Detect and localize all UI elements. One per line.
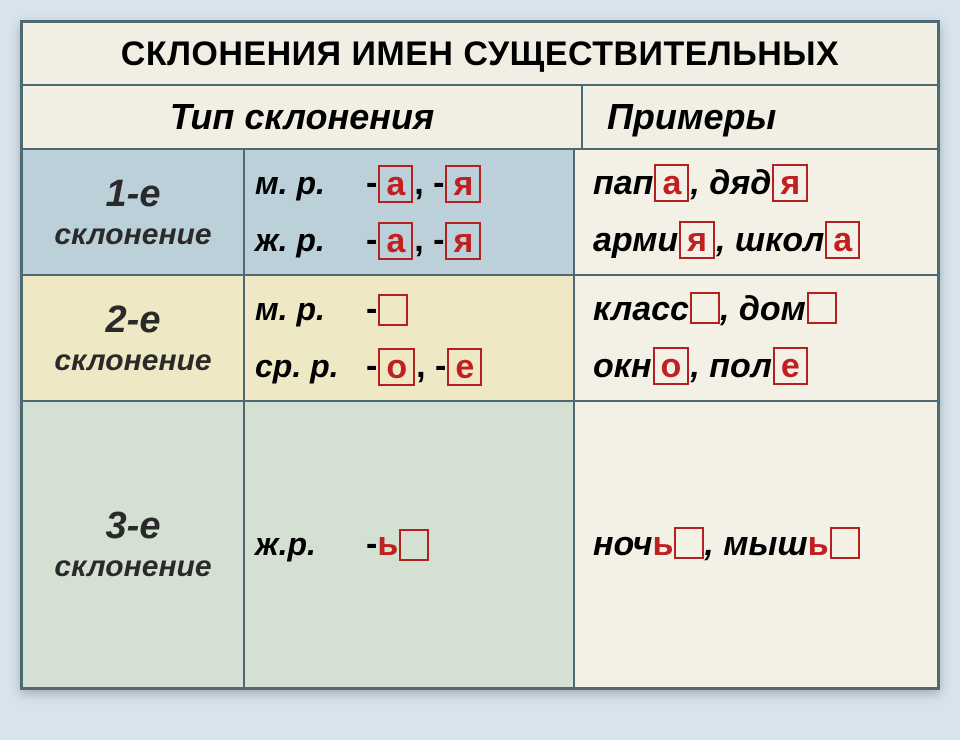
ending-line: ж. р. -а, -я — [255, 221, 563, 260]
zero-ending-box — [807, 292, 837, 324]
zero-ending-box — [830, 527, 860, 559]
example-line: армия, школа — [593, 221, 919, 260]
header-row: Тип склонения Примеры — [23, 86, 937, 150]
example-line: класс, дом — [593, 290, 919, 329]
highlight-ending: я — [445, 222, 481, 260]
endings-cell: м. р.-ср. р.-о, -е — [245, 276, 575, 400]
zero-ending-box — [378, 294, 408, 326]
declension-label: 1-есклонение — [23, 150, 245, 274]
footer-bar — [20, 690, 940, 706]
ending-line: м. р.- — [255, 290, 563, 329]
table-body: 1-есклонением. р.-а, -яж. р.-а, -япапа, … — [23, 150, 937, 687]
declension-word: склонение — [54, 218, 211, 252]
highlight-ending: а — [378, 222, 413, 260]
examples-cell: ночь, мышь — [575, 402, 937, 687]
highlight-ending: а — [654, 164, 689, 202]
example-line: ночь, мышь — [593, 525, 919, 564]
table-row: 1-есклонение м. р. -а, -я ж. р. -а, -я папа, … — [23, 150, 937, 276]
title: СКЛОНЕНИЯ ИМЕН СУЩЕСТВИТЕЛЬНЫХ — [23, 23, 937, 86]
endings: -о, -е — [366, 347, 483, 386]
endings-cell: ж.р. -ь — [245, 402, 575, 687]
highlight-ending: я — [772, 164, 808, 202]
header-examples: Примеры — [583, 86, 937, 150]
highlight-ending: я — [679, 221, 715, 259]
highlight-ending: о — [653, 347, 690, 385]
gender-label: ж.р. — [255, 526, 350, 563]
zero-ending-box — [399, 529, 429, 561]
examples-cell: папа, дядя армия, школа — [575, 150, 937, 274]
endings: - — [366, 290, 408, 329]
declension-number: 2-е — [106, 299, 161, 342]
gender-label: ср. р. — [255, 348, 350, 385]
highlight-ending: е — [773, 347, 808, 385]
card: СКЛОНЕНИЯ ИМЕН СУЩЕСТВИТЕЛЬНЫХ Тип склон… — [20, 20, 940, 690]
declension-word: склонение — [54, 550, 211, 584]
declension-number: 3-е — [106, 505, 161, 548]
ending-line: ж.р. -ь — [255, 525, 563, 564]
declension-word: склонение — [54, 344, 211, 378]
endings: -а, -я — [366, 164, 482, 203]
highlight-ending: а — [378, 165, 413, 203]
examples-cell: класс, дом окно, поле — [575, 276, 937, 400]
endings-cell: м. р. -а, -я ж. р. -а, -я — [245, 150, 575, 274]
gender-label: ж. р. — [255, 222, 350, 259]
ending-line: м. р. -а, -я — [255, 164, 563, 203]
highlight-ending: о — [378, 348, 415, 386]
header-type: Тип склонения — [23, 86, 583, 150]
red-letter: ь — [377, 525, 398, 564]
declension-number: 1-е — [106, 173, 161, 216]
zero-ending-box — [674, 527, 704, 559]
highlight-ending: я — [445, 165, 481, 203]
example-line: папа, дядя — [593, 164, 919, 203]
endings: -ь — [366, 525, 429, 564]
table-row: 2-есклонением. р.-ср. р.-о, -екласс, дом… — [23, 276, 937, 402]
endings: -а, -я — [366, 221, 482, 260]
highlight-ending: а — [825, 221, 860, 259]
gender-label: м. р. — [255, 291, 350, 328]
ending-line: ср. р. -о, -е — [255, 347, 563, 386]
declension-label: 3-есклонение — [23, 402, 245, 687]
table-row: 3-есклонение ж.р. -ь ночь, мышь — [23, 402, 937, 687]
zero-ending-box — [690, 292, 720, 324]
highlight-ending: е — [447, 348, 482, 386]
gender-label: м. р. — [255, 165, 350, 202]
example-line: окно, поле — [593, 347, 919, 386]
declension-label: 2-есклонение — [23, 276, 245, 400]
red-letter: ь — [652, 525, 673, 563]
red-letter: ь — [808, 525, 829, 563]
